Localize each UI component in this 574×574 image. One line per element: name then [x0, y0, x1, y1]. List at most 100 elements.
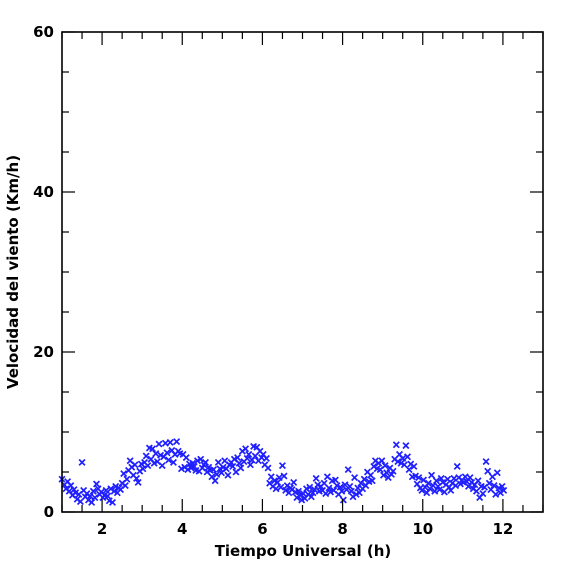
data-point: [428, 471, 436, 479]
data-point: [493, 469, 501, 477]
data-point: [205, 463, 213, 471]
data-point: [110, 487, 118, 495]
data-point: [309, 489, 317, 497]
data-point: [341, 481, 349, 489]
data-point: [121, 482, 129, 490]
data-point: [105, 497, 113, 505]
data-point: [251, 452, 259, 460]
data-point: [213, 470, 221, 478]
data-point: [474, 477, 482, 485]
data-point: [219, 463, 227, 471]
data-point: [466, 474, 474, 482]
data-point: [303, 485, 311, 493]
data-point: [306, 483, 314, 491]
data-point: [378, 457, 386, 465]
data-point: [472, 487, 480, 495]
data-point: [155, 440, 163, 448]
data-point: [314, 481, 322, 489]
data-point: [76, 498, 84, 506]
data-point: [432, 477, 440, 485]
data-point: [109, 498, 117, 506]
data-point: [189, 459, 197, 467]
data-point: [344, 466, 352, 474]
data-point: [139, 465, 147, 473]
data-point: [150, 459, 158, 467]
data-point: [242, 445, 250, 453]
data-point: [262, 454, 270, 462]
data-point: [72, 489, 80, 497]
x-tick-label: 2: [97, 520, 107, 538]
data-point: [410, 462, 418, 470]
data-point: [482, 458, 490, 466]
x-tick-label: 6: [257, 520, 267, 538]
data-point: [237, 464, 245, 472]
data-point: [177, 465, 185, 473]
data-point: [331, 476, 339, 484]
data-point: [203, 468, 211, 476]
data-point: [405, 466, 413, 474]
data-point: [320, 479, 328, 487]
y-tick-label: 0: [44, 503, 54, 521]
data-point: [351, 474, 359, 482]
data-point: [149, 445, 157, 453]
data-point: [229, 462, 237, 470]
data-point: [88, 498, 96, 506]
plot-frame: [61, 31, 544, 513]
data-point: [197, 455, 205, 463]
data-point: [182, 454, 190, 462]
data-point: [290, 478, 298, 486]
data-point: [86, 492, 94, 500]
data-point: [500, 486, 508, 494]
x-tick-label: 12: [492, 520, 513, 538]
data-point: [415, 474, 423, 482]
data-point: [397, 459, 405, 467]
data-point: [187, 464, 195, 472]
y-axis-title: Velocidad del viento (Km/h): [4, 155, 22, 389]
data-point: [280, 472, 288, 480]
x-tick-label: 8: [337, 520, 347, 538]
data-point: [163, 449, 171, 457]
data-point: [347, 487, 355, 495]
data-point: [327, 488, 335, 496]
data-point: [134, 478, 142, 486]
data-point: [402, 442, 410, 450]
data-point: [383, 469, 391, 477]
data-point: [389, 467, 397, 475]
data-point: [424, 479, 432, 487]
data-points: [58, 438, 508, 506]
data-point: [120, 470, 128, 478]
y-tick-label: 60: [33, 23, 54, 41]
data-point: [360, 475, 368, 483]
x-tick-label: 4: [177, 520, 187, 538]
data-point: [157, 451, 165, 459]
data-point: [381, 462, 389, 470]
data-point: [245, 450, 253, 458]
data-point: [144, 462, 152, 470]
data-point: [436, 486, 444, 494]
y-tick-label: 40: [33, 183, 54, 201]
data-point: [420, 476, 428, 484]
data-point: [123, 475, 131, 483]
data-point: [492, 490, 500, 498]
data-point: [484, 467, 492, 475]
x-tick-label: 10: [412, 520, 433, 538]
data-point: [112, 482, 120, 490]
data-point: [275, 474, 283, 482]
data-point: [193, 457, 201, 465]
data-point: [235, 459, 243, 467]
data-point: [169, 458, 177, 466]
data-point: [70, 486, 78, 494]
data-point: [234, 454, 242, 462]
data-point: [400, 461, 408, 469]
data-point: [394, 458, 402, 466]
tick-labels: 2 4 6 8 10 12 0 20 40 60: [33, 23, 513, 538]
data-point: [346, 482, 354, 490]
data-point: [104, 492, 112, 500]
data-point: [447, 486, 455, 494]
data-point: [495, 484, 503, 492]
axis-ticks: [61, 31, 544, 513]
data-point: [158, 462, 166, 470]
data-point: [89, 487, 97, 495]
data-point: [264, 464, 272, 472]
data-point: [490, 482, 498, 490]
